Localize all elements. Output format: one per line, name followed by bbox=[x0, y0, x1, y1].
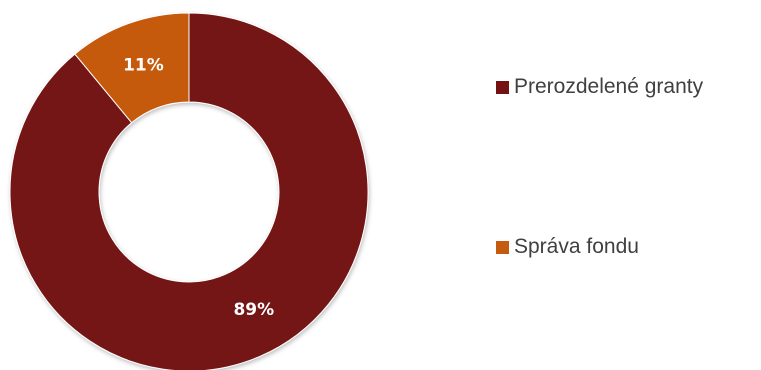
donut-data-labels: 89% 11% bbox=[123, 55, 274, 319]
donut-slice-1 bbox=[74, 12, 190, 124]
donut-slices bbox=[9, 12, 369, 370]
data-label-0: 89% bbox=[233, 300, 274, 320]
donut-slice-0 bbox=[9, 12, 369, 370]
legend-label: Prerozdelené granty bbox=[514, 75, 704, 98]
legend-item-sprava-fondu: Správa fondu bbox=[496, 234, 639, 260]
donut-chart: 89% 11% bbox=[9, 12, 369, 370]
legend-label: Správa fondu bbox=[514, 235, 639, 258]
chart-legend: Prerozdelené granty Správa fondu bbox=[496, 0, 761, 370]
legend-swatch-prerozdelene-granty bbox=[496, 80, 509, 94]
legend-item-prerozdelene-granty: Prerozdelené granty bbox=[496, 74, 703, 100]
legend-swatch-sprava-fondu bbox=[496, 240, 509, 254]
data-label-1: 11% bbox=[123, 55, 164, 75]
